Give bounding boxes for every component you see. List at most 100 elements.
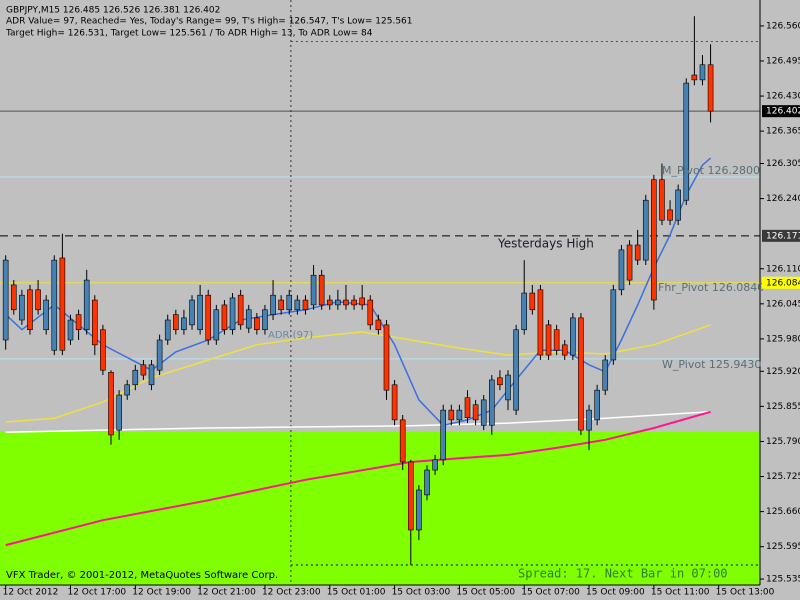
price-tag: [762, 105, 800, 118]
candle-body: [675, 189, 681, 221]
candle-body: [335, 299, 341, 306]
y-tick-label: 126.365: [766, 127, 800, 137]
candle-body: [2, 259, 9, 341]
candle-body: [537, 289, 544, 356]
y-tick-label: 125.920: [766, 367, 800, 377]
level-label: Yesterdays High: [497, 236, 594, 250]
adr-zone: [0, 431, 760, 585]
candle-body: [140, 364, 147, 376]
spread-status: Spread: 17. Next Bar in 07:00: [518, 567, 728, 581]
y-tick-label: 126.560: [766, 21, 800, 31]
candle-body: [513, 329, 519, 411]
candle-body: [505, 374, 511, 401]
candle-body: [35, 289, 41, 311]
x-tick-label: 15 Oct 03:00: [392, 588, 451, 598]
target-info: Target High= 126.531, Target Low= 125.56…: [5, 29, 373, 39]
candle-body: [448, 409, 455, 421]
candle-body: [553, 329, 560, 351]
candle-body: [302, 299, 309, 311]
candle-body: [173, 314, 179, 331]
candle-body: [594, 389, 600, 421]
price-tag: [762, 276, 800, 289]
candle-body: [480, 399, 487, 426]
candle-body: [489, 379, 495, 426]
x-tick-label: 12 Oct 19:00: [132, 588, 191, 598]
candle-body: [359, 297, 365, 306]
candle-body: [634, 244, 641, 261]
candle-body: [108, 372, 114, 436]
candle-body: [278, 299, 284, 311]
x-tick-label: 15 Oct 13:00: [716, 588, 775, 598]
candle-body: [383, 324, 390, 391]
candle-body: [67, 319, 74, 341]
candle-body: [43, 299, 49, 331]
price-tag-label: 126.084: [766, 278, 800, 288]
candle-body: [691, 74, 698, 81]
candle-body: [294, 299, 301, 311]
candle-body: [521, 292, 528, 331]
candle-body: [683, 82, 690, 201]
y-tick-label: 125.595: [766, 542, 800, 552]
level-label: M_Pivot 126.2800: [662, 164, 760, 177]
candle-body: [91, 299, 98, 346]
candle-body: [254, 317, 260, 331]
candle-body: [667, 209, 673, 221]
candle-body: [424, 469, 430, 496]
x-tick-label: 15 Oct 11:00: [651, 588, 710, 598]
moving-average: [5, 410, 711, 547]
candle-body: [407, 461, 414, 531]
y-tick-label: 126.495: [766, 56, 800, 66]
candle-body: [578, 317, 584, 431]
candle-body: [399, 419, 406, 463]
candle-body: [659, 179, 665, 221]
chart-title: GBPJPY,M15 126.485 126.526 126.381 126.4…: [6, 6, 220, 16]
x-tick-label: 12 Oct 2012: [3, 588, 59, 598]
candle-body: [318, 274, 325, 306]
candle-body: [197, 294, 203, 331]
candle-body: [10, 284, 17, 311]
level-label: W_Pivot 125.9430: [662, 358, 761, 371]
candle-body: [464, 397, 471, 419]
candle-body: [148, 364, 155, 386]
candle-body: [375, 319, 382, 331]
candle-body: [270, 294, 276, 315]
y-tick-label: 126.305: [766, 159, 800, 169]
candle-body: [416, 489, 422, 531]
candle-body: [699, 64, 706, 81]
candle-body: [343, 299, 349, 306]
y-tick-label: 126.045: [766, 299, 800, 309]
candle-body: [561, 344, 568, 356]
price-tag-label: 126.402: [766, 107, 800, 117]
candle-body: [326, 299, 333, 306]
candle-body: [367, 299, 374, 326]
candle-body: [229, 297, 236, 331]
candle-body: [237, 294, 244, 326]
candle-body: [181, 317, 187, 331]
candle-body: [602, 359, 609, 391]
x-tick-label: 12 Oct 21:00: [197, 588, 256, 598]
candle-body: [497, 377, 503, 386]
y-tick-label: 126.110: [766, 264, 800, 274]
candle-body: [618, 249, 625, 291]
candle-body: [75, 314, 82, 331]
y-tick-label: 126.430: [766, 92, 800, 102]
candle-body: [27, 289, 33, 331]
y-tick-label: 125.790: [766, 437, 800, 447]
candle-body: [610, 289, 617, 361]
candle-body: [529, 292, 536, 311]
candle-body: [83, 279, 90, 331]
x-tick-label: 15 Oct 01:00: [327, 588, 386, 598]
candle-body: [310, 274, 317, 306]
candle-body: [213, 309, 220, 341]
candle-body: [707, 64, 714, 112]
x-tick-label: 12 Oct 23:00: [262, 588, 321, 598]
candle-body: [651, 179, 657, 301]
x-tick-label: 15 Oct 05:00: [456, 588, 515, 598]
candle-body: [262, 309, 268, 331]
candle-body: [391, 384, 398, 421]
candle-body: [432, 459, 438, 471]
adr-info: ADR Value= 97, Reached= Yes, Today's Ran…: [6, 17, 413, 27]
candle-body: [456, 409, 463, 421]
